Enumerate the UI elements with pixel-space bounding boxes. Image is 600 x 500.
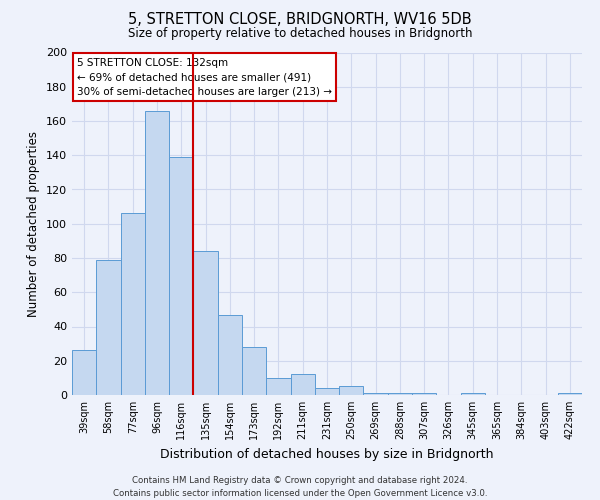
Bar: [96, 260, 121, 395]
Bar: [169, 157, 193, 395]
Text: Contains HM Land Registry data © Crown copyright and database right 2024.
Contai: Contains HM Land Registry data © Crown c…: [113, 476, 487, 498]
Bar: [315, 388, 339, 395]
Bar: [242, 347, 266, 395]
Bar: [218, 314, 242, 395]
Bar: [72, 350, 96, 395]
Bar: [558, 394, 582, 395]
Text: 5 STRETTON CLOSE: 132sqm
← 69% of detached houses are smaller (491)
30% of semi-: 5 STRETTON CLOSE: 132sqm ← 69% of detach…: [77, 58, 332, 97]
Text: 5, STRETTON CLOSE, BRIDGNORTH, WV16 5DB: 5, STRETTON CLOSE, BRIDGNORTH, WV16 5DB: [128, 12, 472, 28]
Bar: [461, 394, 485, 395]
X-axis label: Distribution of detached houses by size in Bridgnorth: Distribution of detached houses by size …: [160, 448, 494, 460]
Bar: [339, 386, 364, 395]
Bar: [412, 394, 436, 395]
Bar: [290, 374, 315, 395]
Y-axis label: Number of detached properties: Number of detached properties: [28, 130, 40, 317]
Bar: [364, 394, 388, 395]
Bar: [193, 251, 218, 395]
Bar: [266, 378, 290, 395]
Bar: [121, 214, 145, 395]
Bar: [145, 110, 169, 395]
Bar: [388, 394, 412, 395]
Text: Size of property relative to detached houses in Bridgnorth: Size of property relative to detached ho…: [128, 28, 472, 40]
